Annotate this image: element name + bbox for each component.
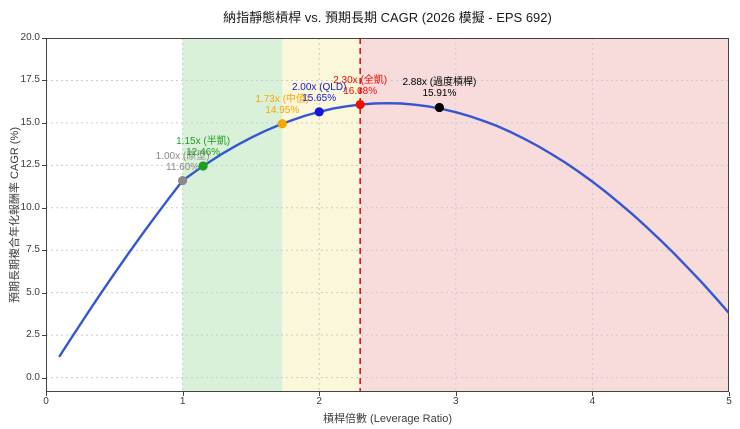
x-tick-label: 2 (316, 396, 322, 407)
point-label-pct: 12.46% (186, 147, 221, 159)
y-tick-label: 15.0 (20, 116, 40, 128)
y-tick-mark (42, 250, 46, 252)
x-tick-label: 5 (726, 396, 732, 407)
point-label-pct: 11.60% (166, 161, 200, 173)
point-label-name: 2.88x (過度槓桿) (402, 77, 477, 89)
point-label: 1.15x (半凱) 12.46% (176, 136, 230, 158)
y-tick-label: 17.5 (20, 74, 40, 86)
data-point (198, 161, 208, 171)
x-tick-label: 1 (179, 396, 186, 407)
x-tick-mark (592, 392, 594, 396)
point-label: 2.30x (全凱) 16.08% (333, 75, 387, 97)
point-label-pct: 14.95% (265, 104, 300, 116)
data-point (355, 99, 365, 110)
point-label-name: 1.15x (半凱) (176, 136, 231, 148)
point-label-name: 2.30x (全凱) (333, 74, 388, 86)
y-axis-label: 預期長期複合年化報酬率 CAGR (%) (9, 127, 21, 303)
y-tick-label: 10.0 (20, 201, 40, 213)
y-tick-mark (42, 207, 46, 209)
chart-canvas (46, 38, 729, 392)
data-point (314, 107, 324, 117)
x-tick-mark (46, 392, 47, 396)
y-tick-mark (42, 377, 46, 379)
y-tick-label: 12.5 (20, 159, 40, 171)
y-tick-mark (42, 335, 46, 337)
y-tick-label: 0.0 (26, 371, 40, 383)
point-label-pct: 16.08% (343, 85, 378, 97)
x-tick-label: 3 (453, 396, 459, 407)
plot-border (46, 38, 729, 392)
yellow-zone (282, 38, 361, 392)
cagr-curve (58, 102, 729, 358)
y-tick-mark (42, 38, 46, 39)
x-tick-mark (729, 392, 730, 396)
x-tick-label: 4 (589, 396, 596, 407)
y-tick-mark (42, 165, 46, 167)
y-tick-label: 7.5 (26, 244, 40, 256)
y-tick-label: 5.0 (26, 286, 40, 298)
data-point (434, 102, 445, 113)
green-zone (182, 38, 283, 392)
x-tick-mark (182, 392, 184, 396)
x-tick-mark (319, 392, 321, 396)
data-point (178, 176, 188, 186)
x-tick-label: 0 (43, 396, 49, 407)
point-label-pct: 15.91% (422, 88, 457, 100)
x-axis-label: 槓桿倍數 (Leverage Ratio) (323, 413, 452, 425)
y-tick-label: 2.5 (26, 329, 40, 341)
chart-title: 納指靜態槓桿 vs. 預期長期 CAGR (2026 模擬 - EPS 692) (223, 10, 552, 25)
plot-area: 1.00x (原型) 11.60% 1.15x (半凱) 12.46% 1.73x (中… (46, 38, 729, 392)
y-tick-mark (42, 292, 46, 294)
red-zone (360, 38, 729, 392)
y-tick-mark (42, 122, 46, 124)
point-label: 2.88x (過度槓桿) 15.91% (402, 77, 476, 99)
x-tick-mark (455, 392, 457, 396)
y-tick-label: 20.0 (20, 32, 40, 43)
data-point (277, 119, 287, 129)
y-tick-mark (42, 80, 46, 82)
